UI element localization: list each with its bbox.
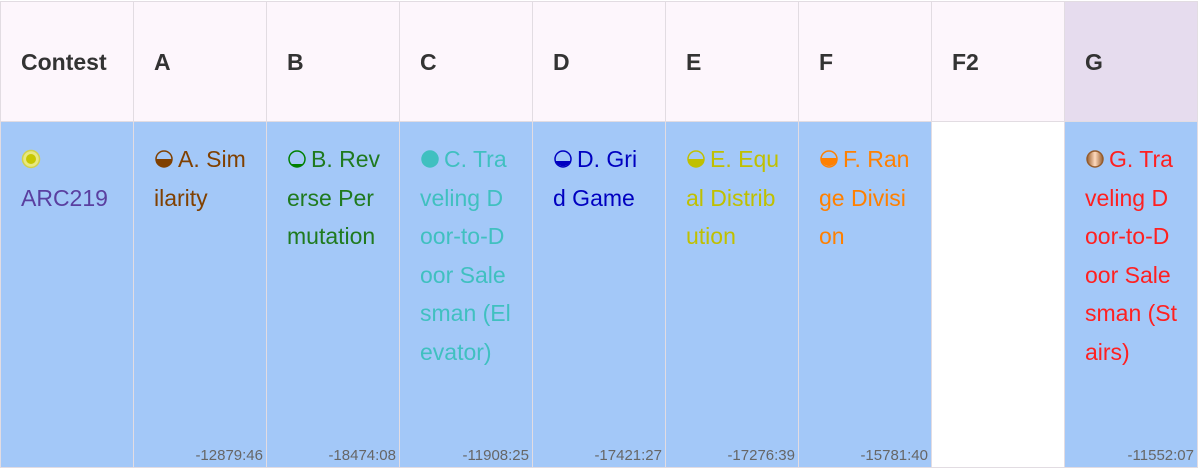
problem-cell: F. Range Division -15781:40: [798, 121, 932, 468]
header-cell: F: [798, 1, 932, 122]
header-cell: B: [266, 1, 400, 122]
header-cell: C: [399, 1, 533, 122]
difficulty-icon: [288, 150, 306, 168]
solve-time: -18474:08: [328, 447, 396, 464]
header-cell: E: [665, 1, 799, 122]
header-cell: G: [1064, 1, 1198, 122]
difficulty-icon: [820, 150, 838, 168]
solve-time: -12879:46: [195, 447, 263, 464]
difficulty-icon: [421, 150, 439, 168]
problem-cell: C. Traveling Door-to-Door Salesman (Elev…: [399, 121, 533, 468]
problem-cell: B. Reverse Permutation -18474:08: [266, 121, 400, 468]
problem-cell: D. Grid Game -17421:27: [532, 121, 666, 468]
header-cell: Contest: [0, 1, 134, 122]
problem-cell: E. Equal Distribution -17276:39: [665, 121, 799, 468]
solve-time: -17276:39: [727, 447, 795, 464]
contest-link[interactable]: ARC219: [21, 184, 108, 211]
problem-link[interactable]: D. Grid Game: [553, 146, 638, 211]
contest-row: ARC219 A. Similarity -12879:46 B. Revers…: [0, 121, 1198, 468]
header-cell: A: [133, 1, 267, 122]
problem-cell: A. Similarity -12879:46: [133, 121, 267, 468]
solve-time: -11552:07: [1127, 447, 1194, 464]
problem-link[interactable]: A. Similarity: [154, 146, 246, 211]
header-cell: D: [532, 1, 666, 122]
difficulty-icon: [1086, 150, 1104, 168]
problem-cell: G. Traveling Door-to-Door Salesman (Stai…: [1064, 121, 1198, 468]
problem-link[interactable]: B. Reverse Permutation: [287, 146, 381, 249]
contest-icon: [21, 149, 41, 169]
solve-time: -15781:40: [860, 447, 928, 464]
difficulty-icon: [687, 150, 705, 168]
solve-time: -11908:25: [462, 447, 529, 464]
empty-cell: [931, 121, 1065, 468]
difficulty-icon: [554, 150, 572, 168]
difficulty-icon: [155, 150, 173, 168]
problem-link[interactable]: G. Traveling Door-to-Door Salesman (Stai…: [1085, 146, 1178, 365]
header-row: Contest A B C D E F F2 G: [0, 1, 1198, 122]
solve-time: -17421:27: [594, 447, 662, 464]
header-cell: F2: [931, 1, 1065, 122]
problem-link[interactable]: F. Range Division: [819, 146, 910, 249]
problem-link[interactable]: E. Equal Distribution: [686, 146, 780, 249]
problem-link[interactable]: C. Traveling Door-to-Door Salesman (Elev…: [420, 146, 511, 365]
contest-cell: ARC219: [0, 121, 134, 468]
